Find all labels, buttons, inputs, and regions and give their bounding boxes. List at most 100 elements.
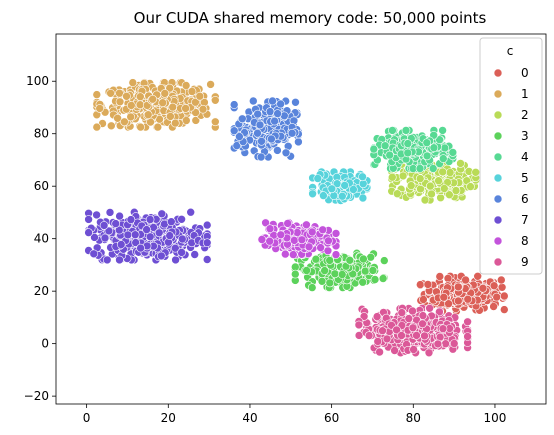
point: [307, 283, 317, 292]
point: [92, 90, 102, 99]
point: [478, 283, 488, 293]
legend-marker: [493, 68, 503, 78]
cluster-6: [229, 96, 303, 162]
point: [160, 89, 170, 98]
legend-entry-8: 8: [493, 234, 529, 248]
point: [304, 242, 314, 252]
point: [471, 168, 481, 177]
legend-entry-4: 4: [493, 150, 529, 164]
point: [453, 296, 463, 306]
point: [157, 209, 167, 219]
point: [359, 312, 369, 321]
point: [323, 246, 333, 256]
y-tick-label: 60: [34, 179, 49, 193]
point: [145, 215, 155, 224]
y-tick-label: 40: [34, 232, 49, 246]
point: [378, 274, 388, 283]
point: [135, 100, 145, 109]
point: [229, 100, 239, 109]
point: [257, 137, 266, 146]
point: [438, 324, 448, 334]
point: [415, 164, 425, 173]
point: [319, 191, 328, 200]
legend-marker: [493, 194, 503, 204]
point: [444, 299, 453, 309]
point: [373, 337, 383, 346]
point: [358, 172, 367, 182]
legend-marker: [493, 110, 503, 120]
point: [337, 191, 347, 201]
point: [496, 275, 506, 285]
point: [311, 254, 321, 264]
point: [409, 345, 418, 354]
point: [445, 190, 454, 199]
point: [456, 159, 465, 168]
point: [425, 181, 435, 191]
point: [154, 228, 164, 238]
point: [429, 143, 439, 152]
point: [443, 274, 453, 283]
point: [449, 339, 459, 348]
point: [325, 256, 335, 265]
points-layer: [84, 78, 509, 358]
point: [489, 281, 499, 291]
point: [448, 148, 458, 157]
point: [368, 266, 378, 275]
legend-entry-6: 6: [493, 192, 529, 206]
point: [358, 277, 368, 287]
y-tick-label: 20: [34, 284, 49, 298]
point: [257, 235, 267, 244]
legend-entry-1: 1: [493, 87, 529, 101]
point: [292, 228, 302, 237]
point: [404, 314, 414, 323]
legend-label: 7: [521, 213, 529, 227]
point: [255, 120, 265, 130]
point: [142, 225, 151, 234]
legend-marker: [493, 236, 503, 246]
point: [403, 139, 413, 148]
point: [313, 174, 323, 183]
point: [412, 331, 421, 340]
point: [387, 172, 397, 182]
point: [89, 249, 99, 259]
point: [451, 186, 461, 195]
point: [127, 101, 136, 110]
point: [438, 167, 448, 177]
point: [434, 176, 443, 185]
point: [287, 128, 297, 138]
legend-marker: [493, 257, 503, 267]
point: [171, 118, 180, 128]
legend-entry-0: 0: [493, 66, 529, 80]
point: [403, 148, 413, 158]
point: [283, 219, 293, 228]
y-tick-label: 100: [26, 74, 49, 88]
legend-title: c: [507, 44, 514, 58]
point: [128, 78, 138, 87]
point: [168, 102, 177, 112]
point: [136, 122, 145, 132]
point: [102, 255, 112, 265]
point: [348, 269, 358, 279]
point: [280, 249, 290, 259]
point: [116, 240, 126, 249]
cluster-3: [290, 248, 389, 292]
point: [291, 98, 300, 107]
point: [354, 320, 364, 330]
point: [340, 181, 350, 190]
point: [375, 347, 384, 357]
y-tick-label: 80: [34, 127, 49, 141]
point: [206, 80, 215, 89]
point: [364, 331, 374, 340]
point: [463, 332, 472, 341]
point: [499, 305, 509, 314]
x-tick-label: 80: [406, 411, 421, 425]
point: [177, 248, 186, 257]
point: [165, 83, 174, 93]
x-tick-label: 40: [242, 411, 257, 425]
point: [318, 225, 328, 235]
y-tick-label: 0: [41, 337, 49, 351]
point: [211, 96, 220, 105]
legend-label: 8: [521, 234, 529, 248]
point: [398, 171, 408, 181]
